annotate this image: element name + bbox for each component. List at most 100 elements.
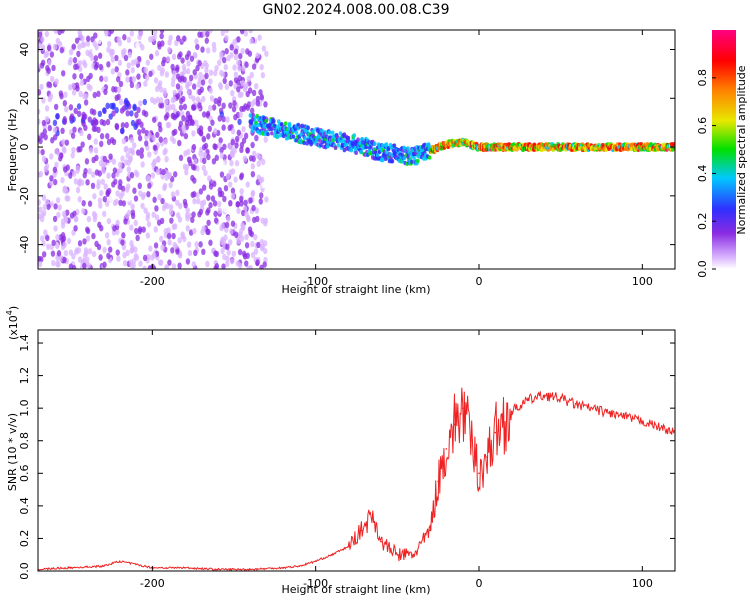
spectrogram-cell xyxy=(118,98,124,106)
spectrogram-ridge-cell xyxy=(380,157,385,163)
spectrogram-cell xyxy=(143,110,149,118)
spectrogram-cell xyxy=(126,62,131,69)
spectrogram-cell xyxy=(201,225,206,232)
spectrogram-cell xyxy=(220,161,226,168)
spectrogram-cell xyxy=(103,88,108,96)
spectrogram-cell xyxy=(63,91,68,98)
spectrogram-cell xyxy=(221,124,226,131)
spectrogram-cell xyxy=(251,63,257,70)
spectrogram-cell xyxy=(154,205,159,212)
spectrogram-cell xyxy=(68,263,74,269)
spectrogram-cell xyxy=(197,88,202,96)
spectrogram-cell xyxy=(168,181,173,189)
spectrogram-cell xyxy=(99,118,104,126)
spectrogram-ridge-cell xyxy=(427,155,432,160)
spectrogram-cell xyxy=(193,158,198,165)
spectrogram-cell xyxy=(143,80,148,87)
spectrogram-cell xyxy=(191,130,196,137)
spectrogram-cell xyxy=(213,210,218,218)
spectrogram-cell xyxy=(166,232,172,240)
spectrogram-cell xyxy=(163,138,168,145)
spectrogram-cell xyxy=(181,45,186,52)
spectrogram-cell xyxy=(39,83,44,91)
spectrogram-cell xyxy=(62,147,67,154)
spectrogram-cell xyxy=(100,178,106,186)
spectrogram-cell xyxy=(122,48,127,55)
spectrogram-cell xyxy=(172,89,177,96)
snr-point xyxy=(437,480,439,483)
spectrogram-cell xyxy=(237,248,243,256)
spectrogram-cell xyxy=(237,65,242,72)
spectrogram-cell xyxy=(53,203,58,210)
spectrogram-cell xyxy=(201,111,207,118)
spectrogram-cell xyxy=(111,110,116,117)
spectrogram-cell xyxy=(84,158,90,165)
spectrogram-cell xyxy=(195,96,201,103)
spectrogram-cell xyxy=(118,199,123,207)
spectrogram-cell xyxy=(91,250,97,258)
spectrogram-cell xyxy=(256,152,261,160)
spectrogram-cell xyxy=(250,141,255,149)
spectrogram-cell xyxy=(126,166,131,173)
spectrogram-cell xyxy=(96,179,101,186)
spectrogram-cell xyxy=(145,214,150,222)
spectrogram-frame xyxy=(37,29,676,270)
spectrogram-cell xyxy=(53,30,59,35)
spectrogram-x-ticks: -200 -100 0 100 xyxy=(140,30,653,288)
snr-point xyxy=(102,565,105,567)
spectrogram-cell xyxy=(116,36,121,43)
spectrogram-cell xyxy=(60,218,66,225)
spectrogram-cell xyxy=(213,217,219,224)
spectrogram-cell xyxy=(112,199,118,207)
snr-point xyxy=(445,448,448,450)
spectrogram-cell xyxy=(67,59,73,66)
spectrogram-cell xyxy=(222,253,227,261)
spectrogram-cell xyxy=(177,139,182,147)
spectrogram-cell xyxy=(98,254,103,261)
spectrogram-cell xyxy=(213,250,218,257)
spectrogram-cell xyxy=(124,212,130,220)
spectrogram-cell xyxy=(77,30,82,36)
spectrogram-cell xyxy=(177,262,182,269)
spectrogram-cell xyxy=(163,227,169,235)
spectrogram-ridge-cell xyxy=(303,136,308,141)
snr-y-multiplier-base: (x104) xyxy=(5,306,20,340)
spectrogram-cell xyxy=(226,215,231,223)
spectrogram-cell xyxy=(41,251,47,258)
spectrogram-cell xyxy=(44,50,50,57)
spectrogram-cell xyxy=(52,215,58,223)
spectrogram-ridge-cell xyxy=(330,130,335,135)
spectrogram-cell xyxy=(81,114,86,121)
spectrogram-cell xyxy=(150,172,156,179)
spectrogram-cell xyxy=(102,261,107,268)
spectrogram-cell xyxy=(38,63,41,70)
spectrogram-cell xyxy=(94,154,99,162)
spectrogram-cell xyxy=(264,50,269,57)
spectrogram-cell xyxy=(137,182,142,190)
spectrogram-cell xyxy=(196,128,202,135)
spectrogram-cell xyxy=(161,204,167,212)
spectrogram-cell xyxy=(198,71,203,79)
spectrogram-cell xyxy=(206,228,211,236)
spectrogram-cell xyxy=(173,171,178,178)
snr-y-label: SNR (10 * v/v) xyxy=(6,413,19,491)
spectrogram-y-tick-label: 0 xyxy=(18,144,31,151)
spectrogram-ridge-cell xyxy=(344,143,349,148)
spectrogram-cell xyxy=(259,238,265,246)
spectrogram-cell xyxy=(226,249,231,256)
spectrogram-cell xyxy=(47,95,53,103)
spectrogram-cell xyxy=(200,46,205,53)
spectrogram-cell xyxy=(183,202,188,209)
spectrogram-cell xyxy=(80,35,85,42)
spectrogram-ridge-cell xyxy=(375,152,380,158)
spectrogram-cell xyxy=(63,249,69,257)
spectrogram-cell xyxy=(41,119,47,127)
spectrogram-cell xyxy=(175,110,181,118)
spectrogram-cell xyxy=(219,51,224,58)
spectrogram-cell xyxy=(189,55,195,62)
spectrogram-cell xyxy=(239,30,245,35)
spectrogram-cell xyxy=(105,118,111,126)
spectrogram-cell xyxy=(124,121,129,129)
spectrogram-ridge-cell xyxy=(386,146,391,151)
spectrogram-cell xyxy=(151,116,157,123)
